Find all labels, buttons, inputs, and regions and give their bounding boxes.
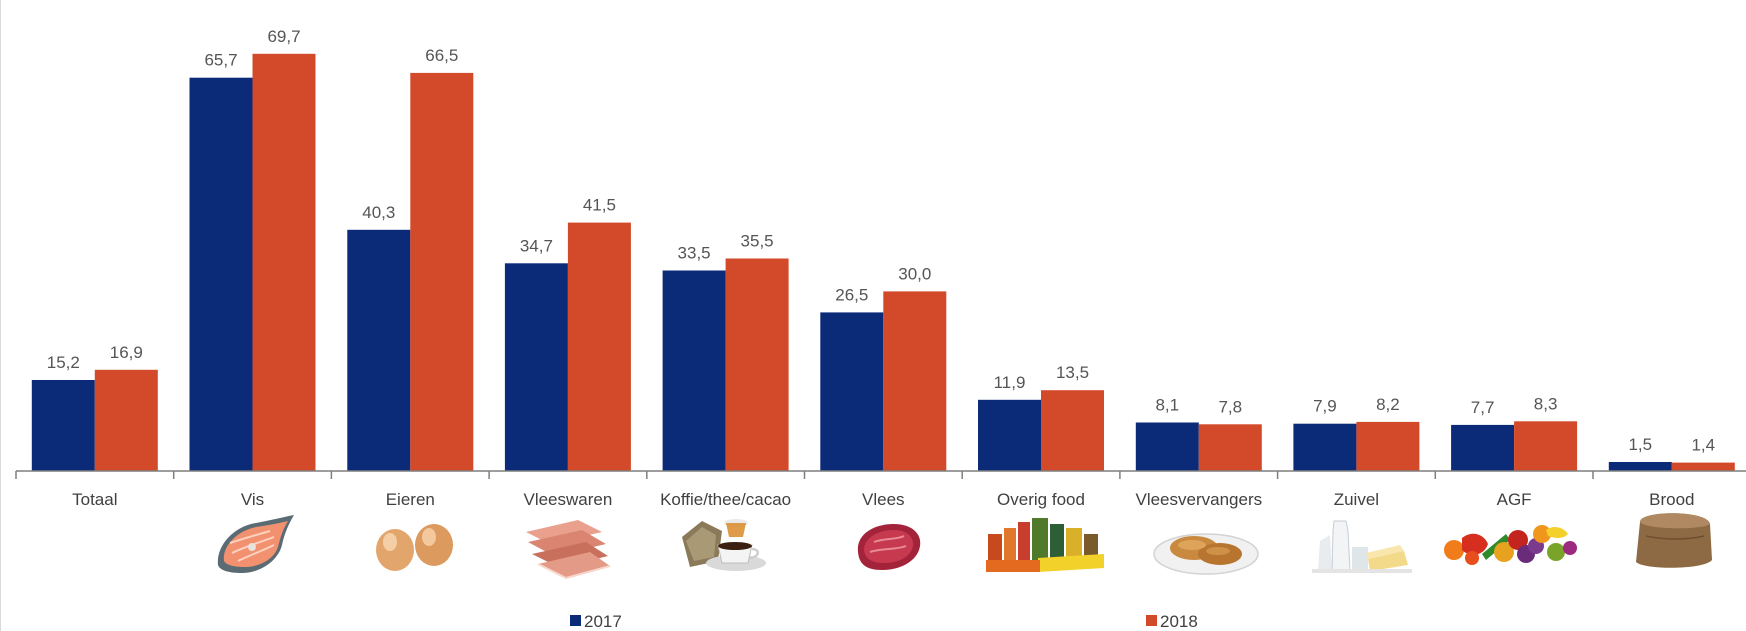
value-label-2018-8: 8,2 — [1376, 395, 1400, 414]
category-icons-group — [217, 513, 1712, 580]
category-label-3: Vleeswaren — [523, 490, 612, 509]
legend-label-2017: 2017 — [584, 612, 622, 631]
value-label-2018-2: 66,5 — [425, 46, 458, 65]
bar-2017-5 — [820, 312, 884, 471]
value-label-2017-9: 7,7 — [1471, 398, 1495, 417]
meat-substitute-icon — [1153, 533, 1259, 575]
value-label-2017-2: 40,3 — [362, 203, 395, 222]
value-label-2017-3: 34,7 — [520, 236, 553, 255]
eggs-icon — [376, 524, 453, 571]
category-label-9: AGF — [1497, 490, 1532, 509]
bar-2018-6 — [1041, 390, 1104, 471]
category-label-5: Vlees — [862, 490, 905, 509]
dairy-icon — [1312, 520, 1412, 573]
value-label-2017-7: 8,1 — [1155, 396, 1179, 415]
value-label-2017-6: 11,9 — [994, 373, 1026, 392]
category-label-2: Eieren — [386, 490, 435, 509]
bar-2018-8 — [1356, 421, 1420, 471]
legend-label-2018: 2018 — [1160, 612, 1198, 631]
bar-2017-7 — [1135, 422, 1199, 471]
bar-2017-10 — [1608, 462, 1672, 471]
value-label-2018-0: 16,9 — [110, 343, 143, 362]
bar-2018-7 — [1198, 424, 1262, 471]
category-label-1: Vis — [241, 490, 264, 509]
x-axis-ticks — [15, 471, 1594, 479]
value-label-2018-1: 69,7 — [267, 27, 300, 46]
grocery-products-icon — [986, 518, 1104, 572]
value-label-2017-4: 33,5 — [678, 244, 711, 263]
value-label-2017-5: 26,5 — [835, 285, 868, 304]
bar-2017-1 — [189, 77, 253, 471]
category-labels-group: Totaal Vis Eieren Vleeswaren Koffie/thee/cac… — [72, 490, 1694, 509]
raw-steak-icon — [857, 524, 921, 570]
bar-2018-10 — [1671, 462, 1735, 471]
category-label-7: Vleesvervangers — [1135, 490, 1262, 509]
bar-2017-4 — [662, 270, 726, 471]
bar-2018-5 — [883, 291, 947, 471]
value-label-2018-9: 8,3 — [1534, 394, 1558, 413]
bar-2018-9 — [1514, 421, 1578, 471]
bar-2017-0 — [31, 380, 95, 471]
value-label-2018-5: 30,0 — [898, 264, 931, 283]
category-label-6: Overig food — [997, 490, 1085, 509]
category-label-4: Koffie/thee/cacao — [660, 490, 791, 509]
category-label-0: Totaal — [72, 490, 117, 509]
sliced-ham-icon — [526, 520, 611, 580]
category-label-10: Brood — [1649, 490, 1694, 509]
value-label-2017-1: 65,7 — [204, 51, 237, 70]
value-label-2018-10: 1,4 — [1691, 436, 1715, 455]
bar-2017-3 — [504, 263, 568, 471]
value-label-2017-0: 15,2 — [47, 353, 80, 372]
legend-swatch-2018 — [1146, 615, 1157, 626]
value-label-2017-8: 7,9 — [1313, 397, 1337, 416]
value-label-2018-3: 41,5 — [583, 196, 616, 215]
bar-2018-0 — [94, 369, 158, 471]
coffee-tea-icon — [682, 519, 766, 571]
value-label-2018-4: 35,5 — [741, 232, 774, 251]
value-labels-group: 15,2 16,9 65,7 69,7 40,3 66,5 34,7 41,5 33,5 35,5… — [47, 27, 1715, 455]
salmon-steak-icon — [217, 515, 294, 573]
bar-2017-2 — [347, 229, 411, 471]
legend-swatch-2017 — [570, 615, 581, 626]
bar-2017-9 — [1451, 424, 1515, 471]
bar-2017-6 — [978, 399, 1041, 471]
category-label-8: Zuivel — [1334, 490, 1379, 509]
bar-2018-3 — [567, 222, 631, 471]
bar-2017-8 — [1293, 423, 1357, 471]
bar-2018-4 — [725, 258, 789, 471]
legend: 2017 2018 — [570, 612, 1198, 631]
fruit-vegetables-icon — [1444, 525, 1577, 565]
bars-group — [31, 53, 1735, 472]
bar-2018-1 — [252, 53, 316, 472]
bread-icon — [1636, 513, 1712, 568]
value-label-2018-6: 13,5 — [1056, 363, 1089, 382]
value-label-2018-7: 7,8 — [1218, 397, 1242, 416]
bar-2018-2 — [410, 72, 474, 472]
value-label-2017-10: 1,5 — [1628, 435, 1652, 454]
